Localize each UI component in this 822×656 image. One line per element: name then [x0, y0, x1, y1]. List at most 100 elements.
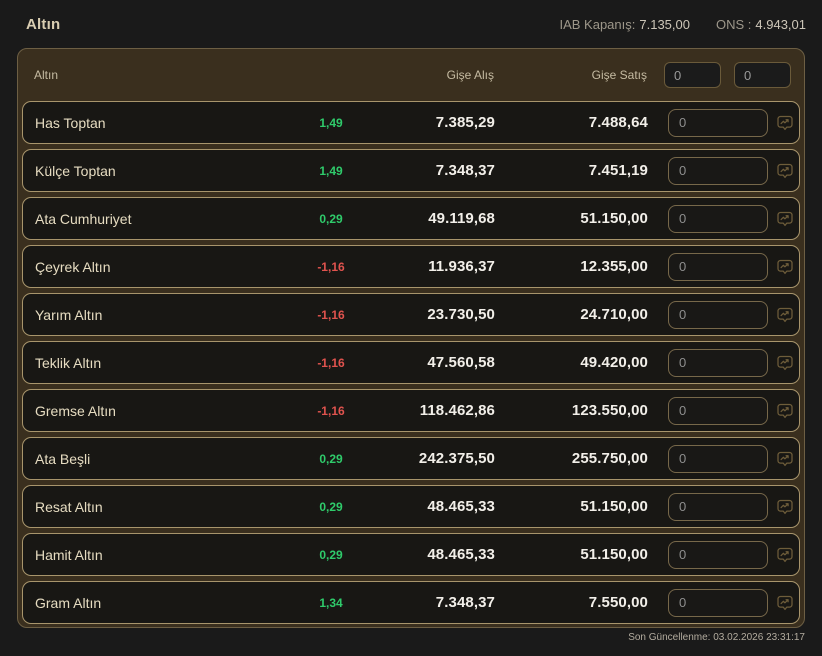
- amount-input[interactable]: [668, 348, 768, 377]
- chart-bubble-icon: [775, 497, 795, 517]
- sell-price: 49.420,00: [580, 354, 648, 371]
- change-percent: -1,16: [317, 355, 345, 370]
- row-actions: [648, 252, 799, 281]
- chart-bubble-icon: [775, 449, 795, 469]
- change-percent: 1,49: [319, 163, 343, 178]
- amount-input[interactable]: [668, 396, 768, 425]
- instrument-name: Yarım Altın: [35, 306, 103, 323]
- change-percent: -1,16: [317, 259, 345, 274]
- amount-input[interactable]: [668, 156, 768, 185]
- gold-rates-panel: Altın Gişe Alış Gişe Satış Has Toptan 1,…: [17, 48, 805, 628]
- iab-value: 7.135,00: [639, 16, 690, 32]
- buy-price: 48.465,33: [427, 546, 495, 563]
- table-row: Resat Altın 0,29 48.465,33 51.150,00: [22, 485, 800, 528]
- chart-bubble-icon: [775, 257, 795, 277]
- table-row: Ata Beşli 0,29 242.375,50 255.750,00: [22, 437, 800, 480]
- row-actions: [648, 348, 799, 377]
- header-amount-input-1[interactable]: [664, 62, 721, 88]
- chart-button[interactable]: [775, 256, 795, 278]
- row-actions: [648, 396, 799, 425]
- change-percent: 0,29: [319, 547, 343, 562]
- market-quotes: IAB Kapanış: 7.135,00 ONS :4.943,01: [559, 17, 806, 32]
- amount-input[interactable]: [668, 444, 768, 473]
- sell-price: 255.750,00: [571, 450, 648, 467]
- buy-price: 118.462,86: [419, 402, 495, 419]
- chart-button[interactable]: [775, 400, 795, 422]
- change-percent: -1,16: [317, 307, 345, 322]
- change-percent: 0,29: [319, 499, 343, 514]
- sell-price: 7.451,19: [588, 162, 648, 179]
- instrument-name: Külçe Toptan: [35, 162, 116, 179]
- amount-input[interactable]: [668, 492, 768, 521]
- row-actions: [648, 444, 799, 473]
- table-header: Altın Gişe Alış Gişe Satış: [18, 49, 804, 101]
- amount-input[interactable]: [668, 252, 768, 281]
- change-percent: 0,29: [319, 451, 343, 466]
- buy-price: 48.465,33: [427, 498, 495, 515]
- chart-bubble-icon: [775, 353, 795, 373]
- ons-label: ONS :: [715, 16, 752, 32]
- table-row: Hamit Altın 0,29 48.465,33 51.150,00: [22, 533, 800, 576]
- amount-input[interactable]: [668, 300, 768, 329]
- chart-button[interactable]: [775, 112, 795, 134]
- instrument-name: Gremse Altın: [35, 402, 116, 419]
- chart-button[interactable]: [775, 160, 795, 182]
- column-header-sell: Gişe Satış: [591, 68, 647, 82]
- amount-input[interactable]: [668, 540, 768, 569]
- column-header-name: Altın: [34, 68, 59, 82]
- header-amount-input-2[interactable]: [734, 62, 791, 88]
- chart-button[interactable]: [775, 448, 795, 470]
- chart-button[interactable]: [775, 496, 795, 518]
- sell-price: 123.550,00: [571, 402, 648, 419]
- table-row: Çeyrek Altın -1,16 11.936,37 12.355,00: [22, 245, 800, 288]
- sell-price: 12.355,00: [580, 258, 648, 275]
- iab-quote: IAB Kapanış: 7.135,00: [559, 17, 690, 32]
- row-actions: [648, 204, 799, 233]
- rates-list: Has Toptan 1,49 7.385,29 7.488,64 Külçe …: [18, 101, 804, 624]
- table-row: Teklik Altın -1,16 47.560,58 49.420,00: [22, 341, 800, 384]
- change-percent: 1,34: [319, 595, 343, 610]
- sell-price: 7.550,00: [588, 594, 648, 611]
- table-row: Külçe Toptan 1,49 7.348,37 7.451,19: [22, 149, 800, 192]
- sell-price: 7.488,64: [588, 114, 648, 131]
- row-actions: [648, 156, 799, 185]
- amount-input[interactable]: [668, 588, 768, 617]
- buy-price: 11.936,37: [428, 258, 495, 275]
- chart-bubble-icon: [775, 305, 795, 325]
- buy-price: 47.560,58: [427, 354, 495, 371]
- chart-bubble-icon: [775, 209, 795, 229]
- buy-price: 7.348,37: [435, 594, 495, 611]
- chart-button[interactable]: [775, 208, 795, 230]
- chart-button[interactable]: [775, 352, 795, 374]
- row-actions: [648, 540, 799, 569]
- instrument-name: Çeyrek Altın: [35, 258, 111, 275]
- topbar: Altın IAB Kapanış: 7.135,00 ONS :4.943,01: [0, 0, 822, 48]
- table-row: Has Toptan 1,49 7.385,29 7.488,64: [22, 101, 800, 144]
- page-title: Altın: [26, 15, 61, 33]
- instrument-name: Ata Cumhuriyet: [35, 210, 132, 227]
- instrument-name: Resat Altın: [35, 498, 103, 515]
- row-actions: [648, 588, 799, 617]
- table-row: Yarım Altın -1,16 23.730,50 24.710,00: [22, 293, 800, 336]
- change-percent: 0,29: [319, 211, 343, 226]
- table-row: Gremse Altın -1,16 118.462,86 123.550,00: [22, 389, 800, 432]
- row-actions: [648, 300, 799, 329]
- sell-price: 51.150,00: [580, 498, 648, 515]
- sell-price: 24.710,00: [580, 306, 648, 323]
- column-header-buy: Gişe Alış: [446, 68, 494, 82]
- instrument-name: Hamit Altın: [35, 546, 103, 563]
- chart-bubble-icon: [775, 401, 795, 421]
- instrument-name: Ata Beşli: [35, 450, 91, 467]
- row-actions: [648, 492, 799, 521]
- chart-button[interactable]: [775, 592, 795, 614]
- buy-price: 7.348,37: [435, 162, 495, 179]
- table-row: Gram Altın 1,34 7.348,37 7.550,00: [22, 581, 800, 624]
- chart-button[interactable]: [775, 304, 795, 326]
- buy-price: 49.119,68: [428, 210, 495, 227]
- amount-input[interactable]: [668, 108, 768, 137]
- chart-button[interactable]: [775, 544, 795, 566]
- chart-bubble-icon: [775, 545, 795, 565]
- sell-price: 51.150,00: [580, 210, 648, 227]
- amount-input[interactable]: [668, 204, 768, 233]
- ons-value: 4.943,01: [755, 16, 806, 32]
